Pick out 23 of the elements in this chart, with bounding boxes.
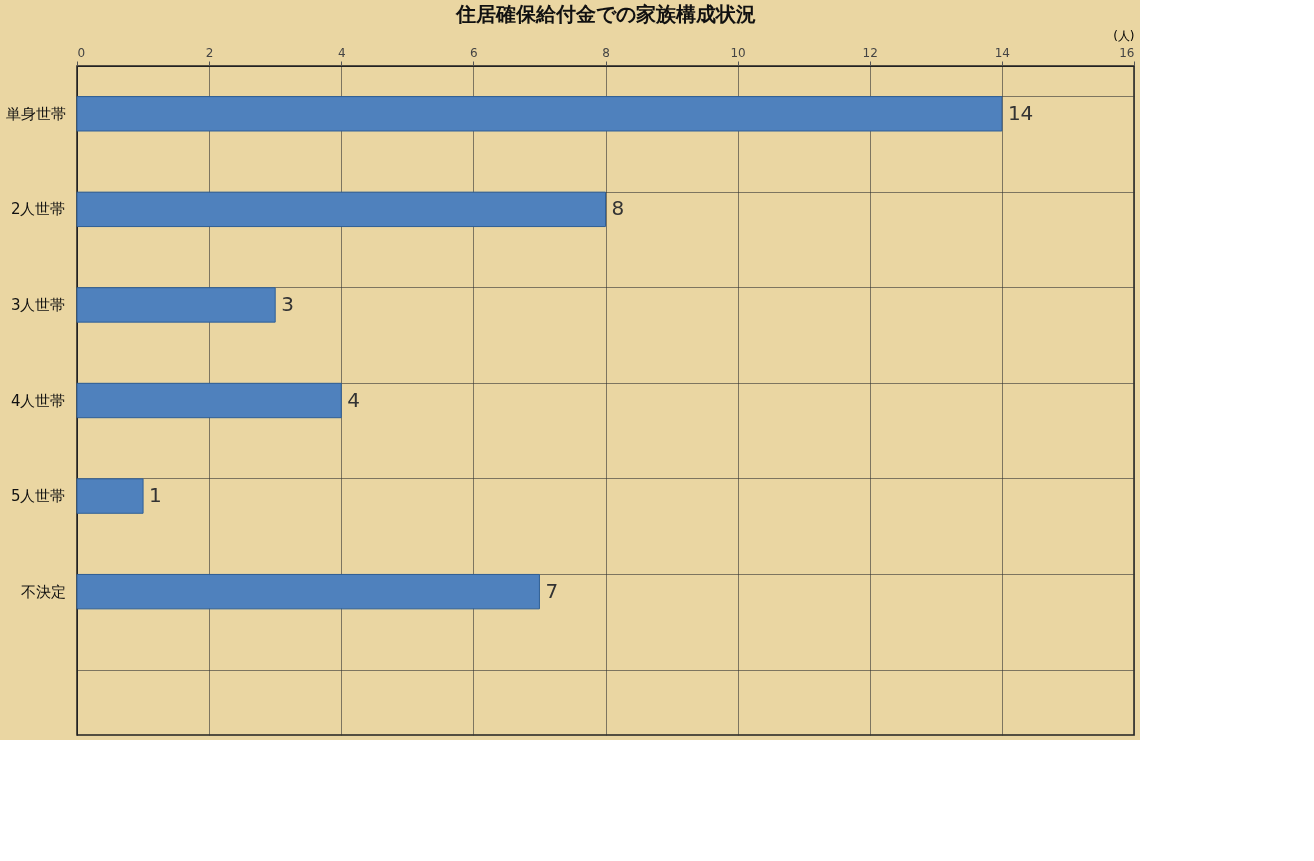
y-tick-label: 3人世帯 <box>10 295 66 314</box>
x-axis-title: (人) <box>1113 28 1135 43</box>
chart-title: 住居確保給付金での家族構成状況 <box>454 2 756 26</box>
x-tick-label: 6 <box>470 45 478 60</box>
x-tick-label: 10 <box>730 45 746 60</box>
y-tick-label: 単身世帯 <box>5 104 66 123</box>
x-tick-label: 16 <box>1119 45 1135 60</box>
data-label: 7 <box>545 578 559 603</box>
data-label: 4 <box>347 387 360 412</box>
x-tick-label: 2 <box>205 45 214 60</box>
data-label: 3 <box>281 291 294 316</box>
y-tick-label: 4人世帯 <box>10 391 66 410</box>
x-tick-label: 0 <box>77 45 86 60</box>
y-tick-label: 5人世帯 <box>10 487 66 506</box>
x-tick-label: 12 <box>862 45 878 60</box>
data-label: 14 <box>1007 100 1034 125</box>
x-tick-label: 14 <box>994 45 1011 60</box>
data-label: 8 <box>611 196 625 221</box>
y-tick-label: 不決定 <box>20 582 66 601</box>
data-label: 1 <box>149 483 162 508</box>
x-tick-label: 4 <box>337 45 346 60</box>
x-tick-label: 8 <box>602 45 610 60</box>
y-tick-label: 2人世帯 <box>10 200 66 219</box>
